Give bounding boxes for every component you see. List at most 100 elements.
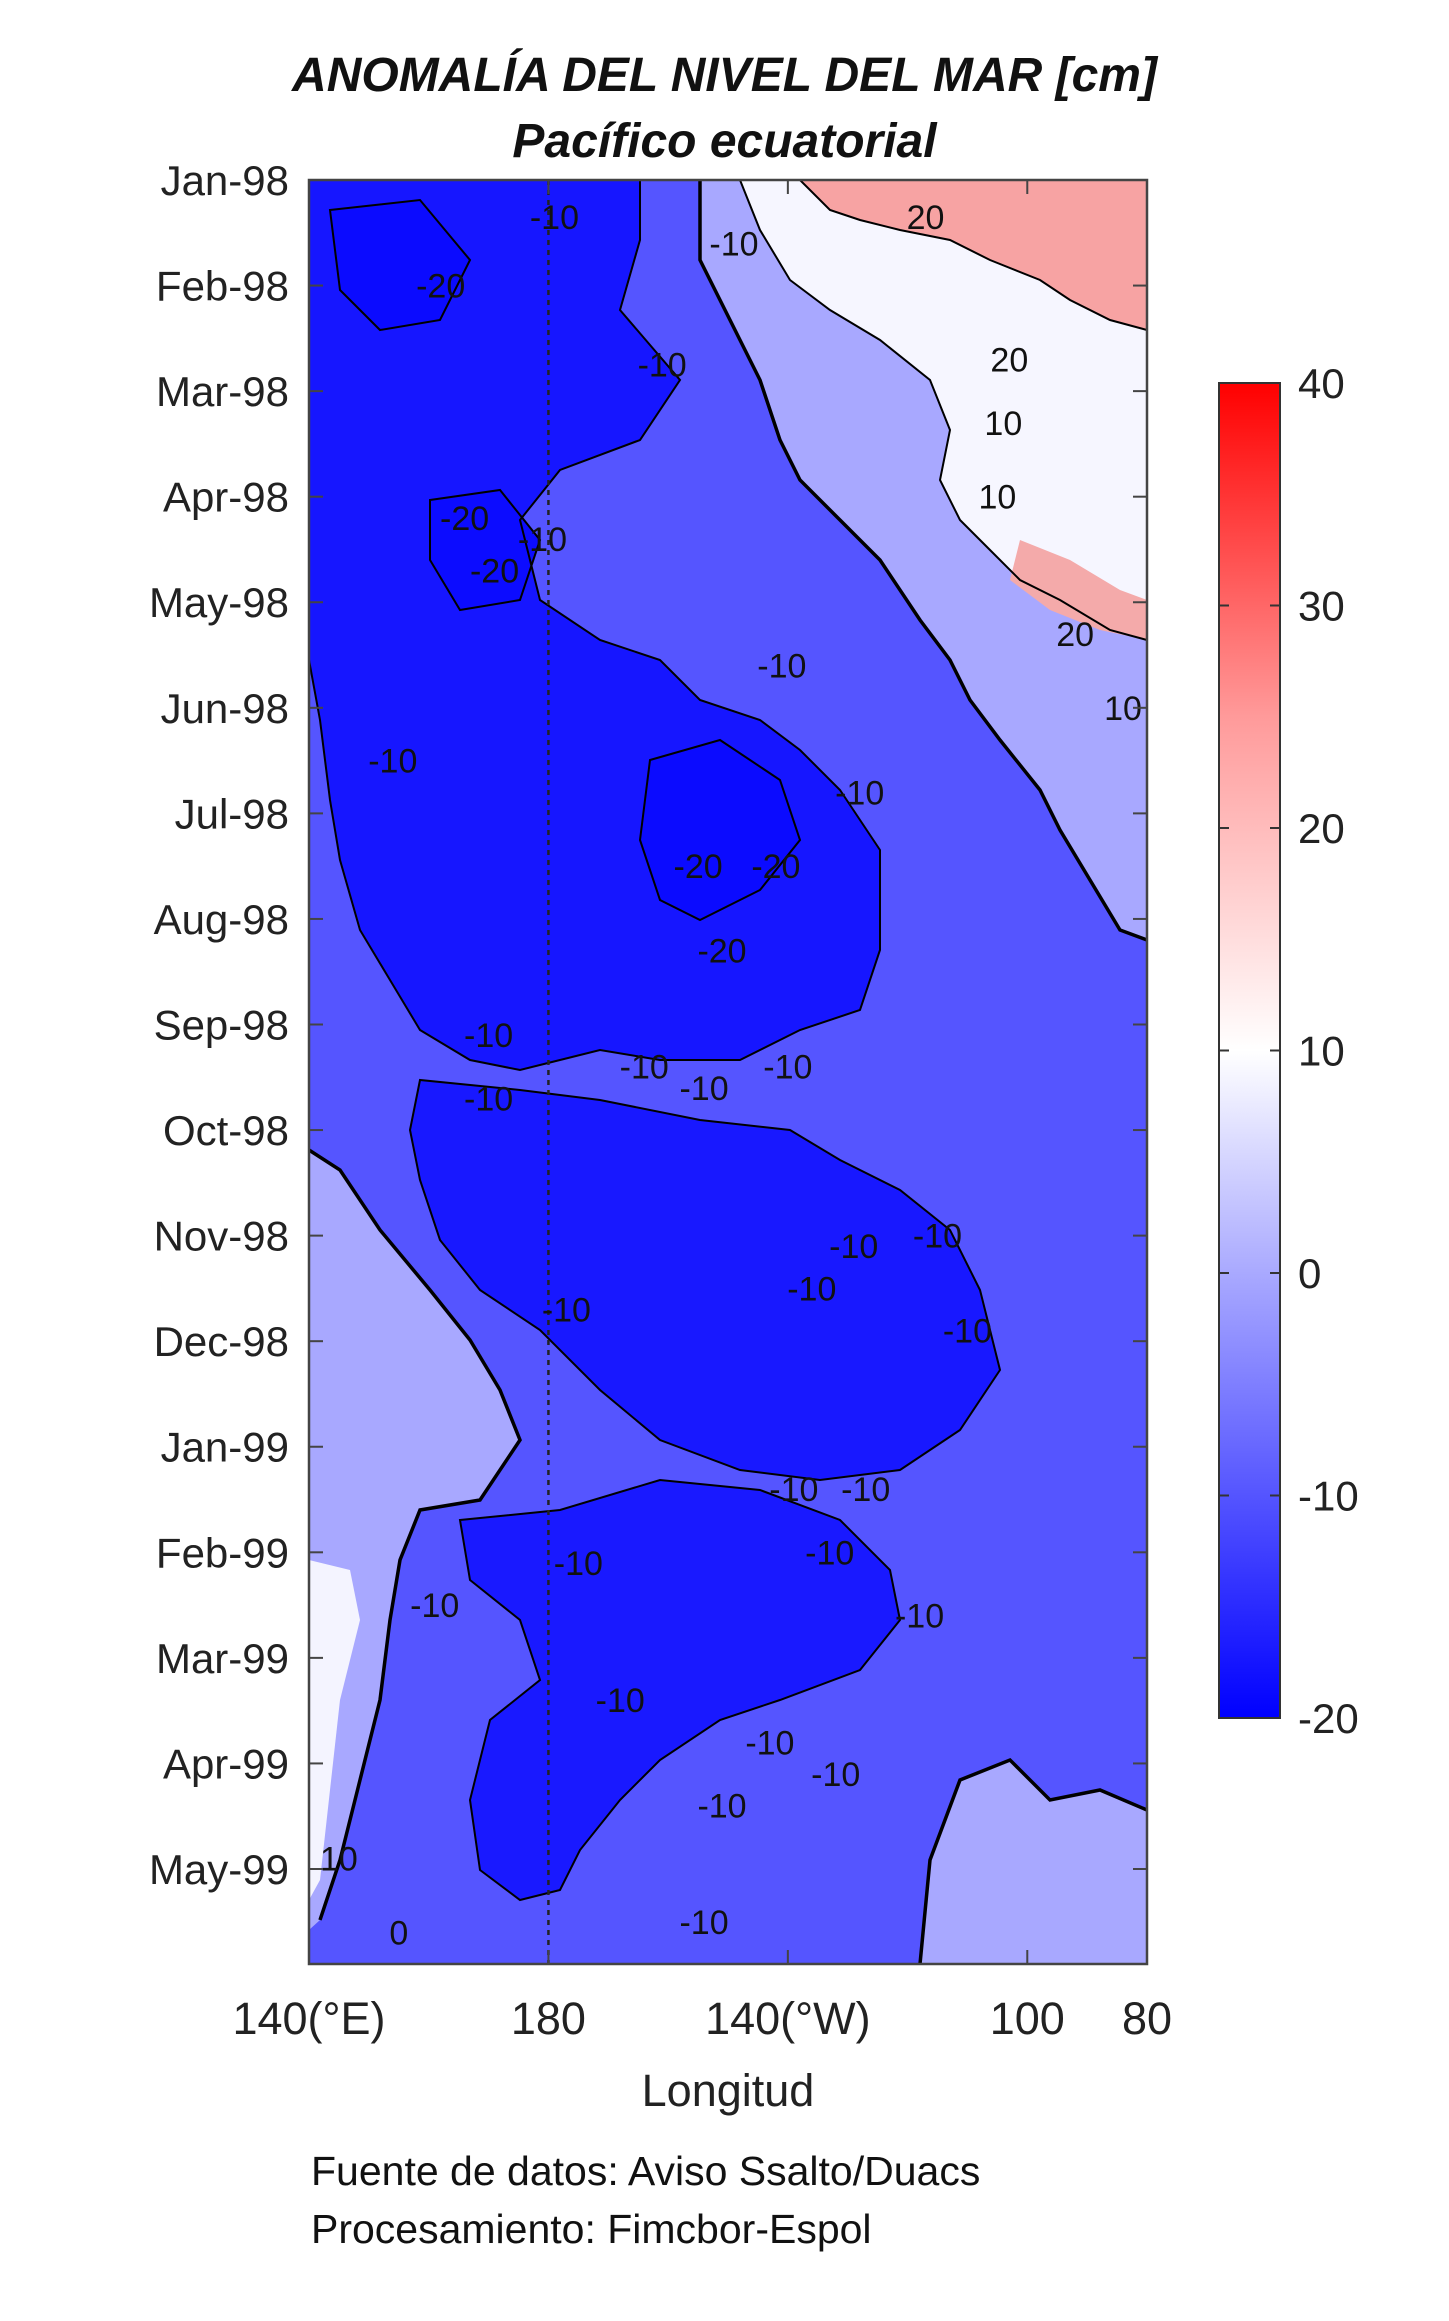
contour-labels: -10-20-1020201010-10-20-20-10-102010-10-… bbox=[320, 199, 1142, 1952]
contour-label: -20 bbox=[751, 848, 800, 886]
field-spot-min-3 bbox=[430, 490, 540, 610]
x-tick-label: 140(°E) bbox=[232, 1993, 385, 2044]
contour-label: -10 bbox=[895, 1598, 944, 1636]
chart-title: ANOMALÍA DEL NIVEL DEL MAR [cm] bbox=[292, 49, 1157, 102]
x-tick-label: 180 bbox=[511, 1993, 586, 2044]
x-tick-label: 140(°W) bbox=[705, 1993, 871, 2044]
y-tick-label: Oct-98 bbox=[163, 1107, 289, 1154]
y-tick-label: Jan-98 bbox=[161, 157, 289, 204]
contour-20-northeast bbox=[799, 180, 1147, 331]
y-tick-label: Feb-98 bbox=[156, 263, 289, 310]
anomaly-field bbox=[309, 180, 1147, 1964]
colorbar-tick-label: 30 bbox=[1298, 583, 1345, 630]
contour-label: -10 bbox=[679, 1070, 728, 1108]
contour-label: -10 bbox=[679, 1904, 728, 1942]
y-tick-label: Aug-98 bbox=[154, 896, 289, 943]
y-tick-label: Jun-98 bbox=[161, 685, 289, 732]
y-tick-label: Jan-99 bbox=[161, 1424, 289, 1471]
contour-m10-late bbox=[458, 1478, 902, 1902]
contour-label: 20 bbox=[990, 341, 1028, 379]
contour-label: -10 bbox=[841, 1471, 890, 1509]
contour-label: -10 bbox=[530, 199, 579, 237]
contour-label: -10 bbox=[787, 1270, 836, 1308]
field-band-0-10-southeast bbox=[920, 1760, 1147, 1964]
contour-label: -10 bbox=[745, 1724, 794, 1762]
contour-label: -10 bbox=[835, 774, 884, 812]
contour-label: 10 bbox=[320, 1840, 358, 1878]
contour-m10-north bbox=[309, 180, 881, 1072]
contour-label: -10 bbox=[596, 1682, 645, 1720]
field-band-0-10-west bbox=[309, 1150, 520, 1930]
contour-label: 10 bbox=[978, 479, 1016, 517]
contour-label: -10 bbox=[464, 1080, 513, 1118]
contour-m20-north bbox=[328, 198, 472, 332]
y-tick-label: Dec-98 bbox=[154, 1318, 289, 1365]
contour-0-southeast bbox=[918, 1757, 1147, 1964]
y-axis: Jan-98 Feb-98 Mar-98 Apr-98 May-98 Jun-98 Jul-… bbox=[149, 157, 1147, 1893]
x-tick-label: 100 bbox=[990, 1993, 1065, 2044]
contour-label: 20 bbox=[1056, 616, 1094, 654]
contour-label: -10 bbox=[829, 1228, 878, 1266]
data-source-credit: Fuente de datos: Aviso Ssalto/Duacs bbox=[311, 2148, 981, 2194]
colorbar-tick-label: -10 bbox=[1298, 1473, 1359, 1520]
field-spot-min-1 bbox=[640, 740, 800, 920]
y-tick-label: Jul-98 bbox=[175, 790, 289, 837]
field-band-deep-mid bbox=[410, 1080, 1000, 1480]
y-tick-label: Apr-99 bbox=[163, 1740, 289, 1787]
colorbar-tick-label: 0 bbox=[1298, 1250, 1321, 1297]
contour-label: -10 bbox=[769, 1471, 818, 1509]
contour-label: -10 bbox=[757, 648, 806, 686]
contour-label: -10 bbox=[943, 1313, 992, 1351]
contour-label: -10 bbox=[638, 347, 687, 385]
contour-m10-mid bbox=[408, 1078, 1002, 1482]
x-axis: 140(°E) 180 140(°W) 100 80 bbox=[232, 180, 1172, 2044]
contour-label: -10 bbox=[554, 1545, 603, 1583]
field-band-20-plus-b bbox=[1010, 540, 1147, 640]
field-band-10-20-west bbox=[309, 1560, 360, 1900]
colorbar-tick-label: 10 bbox=[1298, 1028, 1345, 1075]
contour-label: -20 bbox=[470, 553, 519, 591]
x-axis-label: Longitud bbox=[642, 2065, 815, 2116]
y-tick-label: Feb-99 bbox=[156, 1529, 289, 1576]
contour-label: -10 bbox=[697, 1788, 746, 1826]
contour-label: -20 bbox=[697, 933, 746, 971]
contour-label: -20 bbox=[674, 848, 723, 886]
y-tick-label: Mar-99 bbox=[156, 1635, 289, 1682]
processing-credit: Procesamiento: Fimcbor-Espol bbox=[311, 2206, 872, 2252]
contour-label: -10 bbox=[811, 1756, 860, 1794]
colorbar-tick-label: -20 bbox=[1298, 1695, 1359, 1742]
contour-label: -10 bbox=[709, 225, 758, 263]
y-tick-label: May-98 bbox=[149, 579, 289, 626]
x-tick-label: 80 bbox=[1122, 1993, 1172, 2044]
contour-0-east bbox=[698, 180, 1147, 942]
contour-label: -20 bbox=[416, 268, 465, 306]
contour-10-northeast bbox=[739, 180, 1147, 641]
plot-frame bbox=[307, 178, 1149, 1966]
contour-label: -20 bbox=[440, 500, 489, 538]
y-tick-label: May-99 bbox=[149, 1846, 289, 1893]
field-spot-min-2 bbox=[330, 200, 470, 330]
colorbar-tick-label: 40 bbox=[1298, 360, 1345, 407]
chart-subtitle: Pacífico ecuatorial bbox=[512, 115, 937, 168]
contour-label: -10 bbox=[620, 1049, 669, 1087]
y-tick-label: Mar-98 bbox=[156, 368, 289, 415]
contour-label: -10 bbox=[763, 1049, 812, 1087]
contour-label: -10 bbox=[518, 521, 567, 559]
field-band-deep-late bbox=[460, 1480, 900, 1900]
colorbar-ticks: 40 30 20 10 0 -10 -20 bbox=[1219, 360, 1359, 1742]
y-tick-label: Sep-98 bbox=[154, 1001, 289, 1048]
colorbar-tick-label: 20 bbox=[1298, 805, 1345, 852]
contour-0-west bbox=[309, 1148, 522, 1921]
contour-m20-b bbox=[429, 488, 542, 612]
contour-lines bbox=[309, 180, 1147, 1964]
y-tick-label: Nov-98 bbox=[154, 1213, 289, 1260]
contour-label: -10 bbox=[542, 1292, 591, 1330]
y-tick-label: Apr-98 bbox=[163, 474, 289, 521]
contour-m20-mid bbox=[638, 738, 802, 922]
contour-label: -10 bbox=[410, 1587, 459, 1625]
contour-label: 0 bbox=[389, 1914, 408, 1952]
field-band-10-20-northeast bbox=[740, 180, 1147, 640]
contour-label: 10 bbox=[984, 405, 1022, 443]
contour-label: -10 bbox=[368, 743, 417, 781]
